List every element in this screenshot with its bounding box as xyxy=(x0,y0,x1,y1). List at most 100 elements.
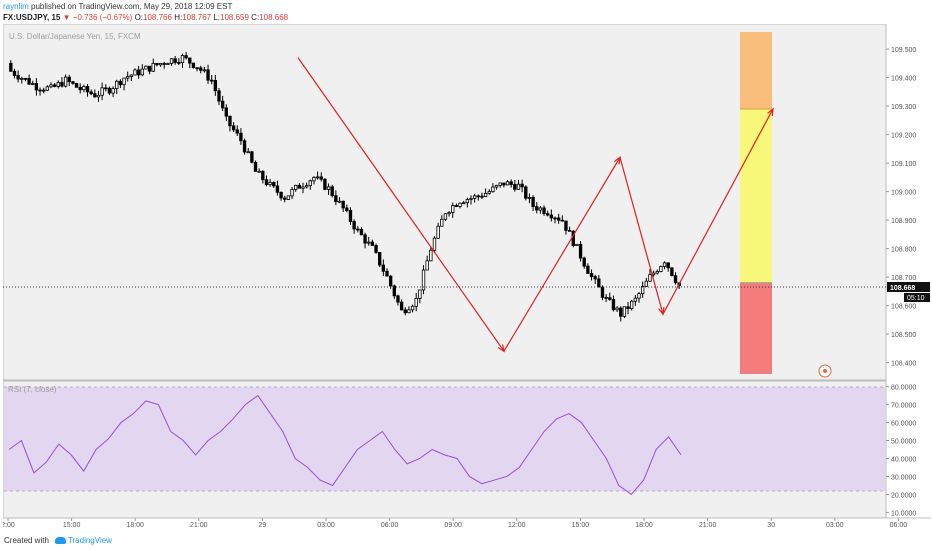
time-tick-label: 18:00 xyxy=(126,522,144,529)
chart-frame[interactable]: 109.500 109.400 109.300 109.200 109.100 109.0… xyxy=(1,23,931,540)
candle-body xyxy=(491,186,495,193)
candle-body xyxy=(188,57,192,64)
candle-body xyxy=(666,262,670,269)
candle-body xyxy=(556,217,561,221)
candle-body xyxy=(115,80,119,89)
stop-zone[interactable] xyxy=(740,282,772,374)
candle-body xyxy=(74,83,79,88)
candle-body xyxy=(472,195,477,199)
price-pane[interactable] xyxy=(2,23,887,381)
price-axis[interactable]: 109.500 109.400 109.300 109.200 109.100 109.0… xyxy=(886,47,916,368)
candle-body xyxy=(567,229,572,232)
candle-body xyxy=(378,252,382,266)
candle-body xyxy=(644,280,648,287)
candle-body xyxy=(155,62,159,66)
candle-body xyxy=(622,306,627,317)
target-zone[interactable] xyxy=(740,32,772,374)
candle-body xyxy=(177,62,181,64)
rsi-tick-label: 20.0000 xyxy=(891,492,916,499)
candle-body xyxy=(199,67,203,71)
time-tick-label: 12:00 xyxy=(508,522,526,529)
candle-body xyxy=(242,140,247,153)
rsi-tick-label: 10.0000 xyxy=(891,510,916,517)
candle-body xyxy=(421,269,426,291)
candle-body xyxy=(257,170,261,173)
candle-body xyxy=(670,267,674,276)
rsi-axis[interactable]: 80.0000 70.0000 60.0000 50.0000 40.0000 30.00… xyxy=(886,385,916,518)
target-zone-upper[interactable] xyxy=(740,32,772,109)
candle-body xyxy=(246,151,250,154)
rsi-line xyxy=(8,394,682,496)
candle-body xyxy=(608,297,612,300)
time-tick-label: 29 xyxy=(259,522,267,529)
pattern-arrowhead xyxy=(658,307,665,316)
countdown-text: 05:10 xyxy=(907,295,925,302)
candle-body xyxy=(542,207,546,215)
pattern-drawing[interactable] xyxy=(297,57,774,353)
rsi-tick-label: 60.0000 xyxy=(891,421,916,428)
pattern-arrowhead xyxy=(613,156,621,165)
candle-body xyxy=(630,300,634,310)
candle-body xyxy=(363,234,367,244)
chart-svg[interactable]: 109.500 109.400 109.300 109.200 109.100 109.0… xyxy=(1,23,931,532)
candle-body xyxy=(589,273,594,277)
candle-body xyxy=(337,200,342,203)
candle-body xyxy=(158,63,163,66)
candle-body xyxy=(104,87,108,90)
candle-body xyxy=(9,62,13,72)
candle-body xyxy=(483,192,488,197)
candle-body xyxy=(640,285,645,295)
candle-body xyxy=(122,77,126,86)
candle-body xyxy=(100,87,104,96)
created-with-text: Created with xyxy=(4,536,49,545)
time-axis[interactable]: 2:00 15:00 18:00 21:00 29 03:00 06:00 09:00 12:0… xyxy=(1,518,908,529)
candle-body xyxy=(516,183,521,190)
candle-body xyxy=(253,161,258,172)
candle-body xyxy=(202,69,207,72)
candle-body xyxy=(611,299,616,311)
time-tick-label: 18:00 xyxy=(635,522,653,529)
candle-body xyxy=(509,181,513,185)
time-tick-label: 2:00 xyxy=(3,522,15,529)
tradingview-link[interactable]: TradingView xyxy=(67,536,112,545)
rsi-tick-label: 50.0000 xyxy=(891,439,916,446)
time-tick-label: 06:00 xyxy=(890,522,908,529)
alert-icon-dot xyxy=(823,369,827,373)
candle-body xyxy=(38,89,42,92)
candle-body xyxy=(162,63,166,65)
candle-body xyxy=(440,218,444,227)
high-value: 108.767 xyxy=(182,13,212,22)
candle-body xyxy=(93,93,97,98)
candle-body xyxy=(308,180,312,187)
price-tick-label: 109.300 xyxy=(891,104,916,111)
time-tick-label: 03:00 xyxy=(826,522,844,529)
price-tick-label: 109.200 xyxy=(891,133,916,140)
candle-body xyxy=(82,86,86,91)
candle-body xyxy=(549,214,554,219)
candle-body xyxy=(213,80,218,92)
author-link[interactable]: raynlim xyxy=(3,2,29,11)
candle-body xyxy=(147,65,152,72)
candle-body xyxy=(180,55,185,63)
candle-body xyxy=(418,289,422,299)
candle-body xyxy=(356,228,360,231)
target-zone-profit[interactable] xyxy=(740,108,772,283)
low-value: 108.659 xyxy=(220,13,249,22)
price-tick-label: 108.500 xyxy=(891,332,916,339)
candle-body xyxy=(140,68,144,76)
candle-body xyxy=(169,58,174,65)
candle-body xyxy=(78,86,82,91)
candle-body xyxy=(144,65,148,70)
candle-body xyxy=(294,184,298,190)
last-price-text: 108.668 xyxy=(890,285,915,292)
candle-body xyxy=(60,81,64,87)
candle-body xyxy=(655,271,659,274)
candle-body xyxy=(604,296,608,299)
candle-body xyxy=(63,76,68,87)
candle-body xyxy=(250,151,254,163)
candle-body xyxy=(560,219,564,222)
time-tick-label: 15:00 xyxy=(63,522,81,529)
candle-body xyxy=(297,184,302,189)
candle-body xyxy=(593,276,597,280)
tradingview-logo-icon xyxy=(54,537,66,545)
